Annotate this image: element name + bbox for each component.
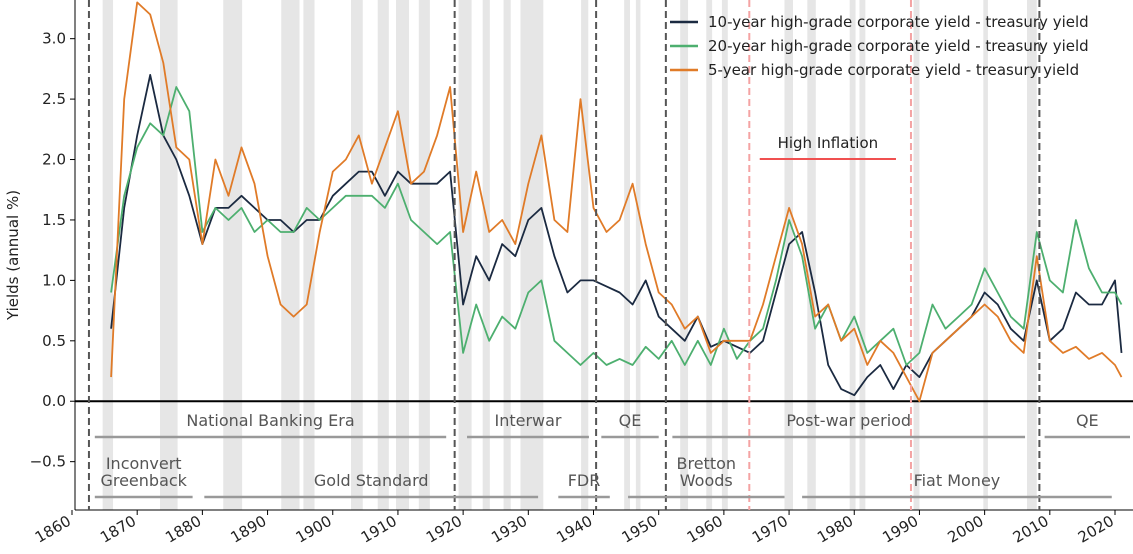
recession-band [102,0,114,510]
recession-band [1027,0,1037,510]
y-axis-label: Yields (annual %) [4,190,22,321]
x-tick-label: 1900 [293,512,335,547]
recession-band [458,0,472,510]
recession-band [913,0,920,510]
recession-band [807,0,816,510]
era-label: Fiat Money [914,471,1001,490]
era-label: Interwar [494,411,561,430]
recession-band [418,0,430,510]
series-line [110,74,1123,397]
era-label: FDR [568,471,601,490]
x-tick-label: 2000 [945,512,987,547]
recession-band [482,0,490,510]
x-tick-label: 2020 [1075,512,1117,547]
x-tick-label: 1950 [619,512,661,547]
era-label: Gold Standard [314,471,429,490]
recession-band [303,0,315,510]
x-tick-label: 1880 [162,512,204,547]
x-tick-label: 1970 [749,512,791,547]
era-label: Post-war period [786,411,911,430]
era-label: QE [619,411,642,430]
era-label: Woods [680,471,733,490]
series-line [110,1,1123,403]
recession-band [395,0,410,510]
legend-label: 10-year high-grade corporate yield - tre… [708,13,1089,31]
recession-band [581,0,589,510]
era-label: QE [1076,411,1099,430]
recession-band [849,0,856,510]
recession-band [223,0,243,510]
recession-band [721,0,728,510]
y-tick-label: 1.0 [42,271,66,289]
y-tick-label: 0.5 [42,332,66,350]
recession-band [503,0,511,510]
x-tick-label: 1960 [684,512,726,547]
y-tick-label: 2.0 [42,151,66,169]
y-tick-label: 2.5 [42,90,66,108]
era-label: National Banking Era [186,411,354,430]
recession-band [784,0,793,510]
era-label: Greenback [100,471,187,490]
era-label: Bretton [677,454,737,473]
y-tick-label: 0.0 [42,392,66,410]
era-label: Inconvert [106,454,182,473]
x-tick-label: 1860 [32,512,74,547]
recession-band [635,0,641,510]
recession-band [859,0,866,510]
x-tick-label: 1980 [814,512,856,547]
x-tick-label: 1930 [488,512,530,547]
recession-band [624,0,631,510]
legend: 10-year high-grade corporate yield - tre… [670,13,1089,79]
x-tick-label: 1910 [358,512,400,547]
y-tick-label: 1.5 [42,211,66,229]
recession-band [706,0,713,510]
x-tick-label: 2010 [1010,512,1052,547]
series-line [110,86,1123,366]
recession-band [680,0,689,510]
recession-band [160,0,178,510]
x-tick-label: 1920 [423,512,465,547]
y-tick-label: 3.0 [42,30,66,48]
recession-band [377,0,389,510]
x-tick-label: 1990 [879,512,921,547]
recession-band [520,0,544,510]
y-tick-label: −0.5 [30,453,66,471]
recession-band [983,0,988,510]
legend-label: 20-year high-grade corporate yield - tre… [708,37,1089,55]
legend-label: 5-year high-grade corporate yield - trea… [708,61,1079,79]
x-tick-label: 1940 [553,512,595,547]
high-inflation-label: High Inflation [778,134,879,152]
x-tick-label: 1890 [227,512,269,547]
x-tick-label: 1870 [97,512,139,547]
recession-band [351,0,363,510]
recession-band [281,0,300,510]
